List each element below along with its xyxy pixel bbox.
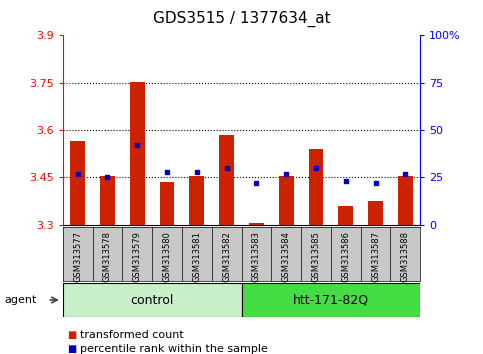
Text: GSM313588: GSM313588 bbox=[401, 231, 410, 282]
Bar bbox=[100, 176, 115, 225]
Bar bbox=[338, 206, 353, 225]
Text: GSM313578: GSM313578 bbox=[103, 231, 112, 282]
Text: GSM313583: GSM313583 bbox=[252, 231, 261, 282]
Bar bbox=[368, 201, 383, 225]
Bar bbox=[63, 283, 242, 317]
Text: ■: ■ bbox=[68, 330, 77, 339]
Text: GSM313585: GSM313585 bbox=[312, 231, 320, 282]
Text: agent: agent bbox=[5, 295, 37, 305]
Bar bbox=[130, 82, 145, 225]
Bar bbox=[398, 176, 413, 225]
Bar bbox=[249, 223, 264, 225]
Text: GSM313580: GSM313580 bbox=[163, 231, 171, 282]
Text: htt-171-82Q: htt-171-82Q bbox=[293, 293, 369, 307]
Text: transformed count: transformed count bbox=[80, 330, 184, 339]
Text: percentile rank within the sample: percentile rank within the sample bbox=[80, 344, 268, 354]
Bar bbox=[70, 141, 85, 225]
Text: GSM313584: GSM313584 bbox=[282, 231, 291, 282]
Text: GSM313581: GSM313581 bbox=[192, 231, 201, 282]
Bar bbox=[159, 182, 174, 225]
Bar bbox=[219, 135, 234, 225]
Bar bbox=[242, 283, 420, 317]
Bar bbox=[309, 149, 324, 225]
Text: GSM313586: GSM313586 bbox=[341, 231, 350, 282]
Text: GDS3515 / 1377634_at: GDS3515 / 1377634_at bbox=[153, 11, 330, 27]
Bar bbox=[189, 176, 204, 225]
Text: GSM313579: GSM313579 bbox=[133, 231, 142, 282]
Text: ■: ■ bbox=[68, 344, 77, 354]
Text: control: control bbox=[130, 293, 174, 307]
Bar bbox=[279, 176, 294, 225]
Text: GSM313582: GSM313582 bbox=[222, 231, 231, 282]
Text: GSM313577: GSM313577 bbox=[73, 231, 82, 282]
Text: GSM313587: GSM313587 bbox=[371, 231, 380, 282]
